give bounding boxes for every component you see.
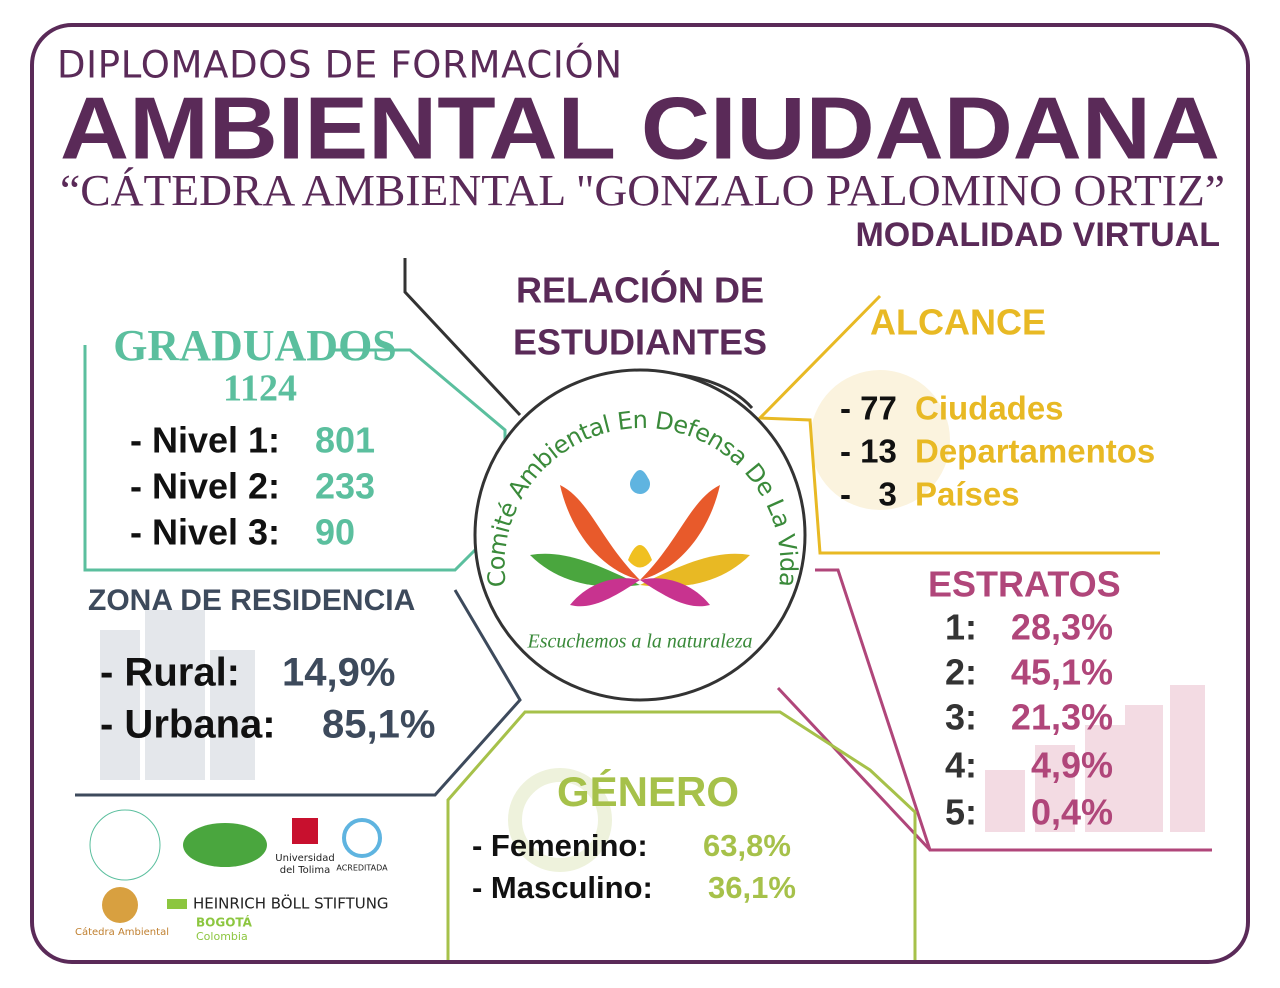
genero-value: 36,1% xyxy=(708,870,796,905)
alcance-label: - 77 xyxy=(840,390,897,427)
alcance-value: Países xyxy=(915,476,1020,513)
estratos-border xyxy=(815,568,1212,852)
genero-label: - Masculino: xyxy=(472,870,653,905)
center-title: RELACIÓN DE xyxy=(516,269,764,311)
center-circle xyxy=(473,368,807,702)
estratos-title: ESTRATOS xyxy=(928,564,1121,605)
graduados-label: - Nivel 2: xyxy=(130,466,280,507)
lotus xyxy=(530,470,750,607)
estratos-label: 5: xyxy=(945,792,977,833)
estratos-label: 3: xyxy=(945,697,977,738)
logo-motto: Escuchemos a la naturaleza xyxy=(527,631,753,653)
subtitle: “CÁTEDRA AMBIENTAL "GONZALO PALOMINO ORT… xyxy=(60,166,1225,215)
graduados-value: 801 xyxy=(315,420,375,461)
genero-label: - Femenino: xyxy=(472,828,648,863)
genero-border xyxy=(446,710,917,960)
estratos-label: 1: xyxy=(945,607,977,648)
estratos-value: 0,4% xyxy=(1031,792,1113,833)
logos xyxy=(89,809,382,923)
logo-text: ACREDITADA xyxy=(336,864,388,873)
zona-title: ZONA DE RESIDENCIA xyxy=(88,584,415,617)
graduados-value: 90 xyxy=(315,512,355,553)
estratos-bars xyxy=(985,685,1205,832)
frame xyxy=(30,23,1250,964)
graduados-total: 1124 xyxy=(223,368,297,410)
title: AMBIENTAL CIUDADANA xyxy=(60,78,1220,177)
estratos-value: 21,3% xyxy=(1011,697,1113,738)
zona-border xyxy=(75,589,522,797)
globe xyxy=(810,370,950,510)
genero-title: GÉNERO xyxy=(557,768,739,815)
items: - Nivel 1: 801 - Nivel 2: 233 - Nivel 3: 90 - … xyxy=(100,390,1155,905)
logo-text: Colombia xyxy=(196,930,248,943)
estratos-value: 28,3% xyxy=(1011,607,1113,648)
logo-text: del Tolima xyxy=(280,865,330,876)
estratos-border xyxy=(776,686,932,852)
logo-text: Cátedra Ambiental xyxy=(75,926,169,938)
mode: MODALIDAD VIRTUAL xyxy=(855,216,1220,254)
zona-value: 85,1% xyxy=(322,703,435,747)
zona-label: - Urbana: xyxy=(100,703,276,747)
logo-text: Universidad xyxy=(275,853,334,864)
divider xyxy=(403,258,522,417)
gender-icon xyxy=(508,768,612,872)
buildings xyxy=(100,610,255,780)
kicker: DIPLOMADOS DE FORMACIÓN xyxy=(57,43,622,87)
alcance-label: - 13 xyxy=(840,433,897,470)
estratos-value: 45,1% xyxy=(1011,652,1113,693)
graduados-value: 233 xyxy=(315,466,375,507)
logo-text: BOGOTÁ xyxy=(196,915,253,930)
alcance-title: ALCANCE xyxy=(870,302,1046,343)
center-title: ESTUDIANTES xyxy=(513,322,767,363)
genero-value: 63,8% xyxy=(703,828,791,863)
alcance-value: Departamentos xyxy=(915,433,1155,470)
estratos-value: 4,9% xyxy=(1031,745,1113,786)
estratos-label: 2: xyxy=(945,652,977,693)
graduados-title: GRADUADOS xyxy=(113,321,397,370)
estratos-label: 4: xyxy=(945,745,977,786)
zona-label: - Rural: xyxy=(100,651,240,695)
zona-value: 14,9% xyxy=(282,651,395,695)
graduados-label: - Nivel 3: xyxy=(130,512,280,553)
graduados-label: - Nivel 1: xyxy=(130,420,280,461)
alcance-border xyxy=(756,294,1160,555)
alcance-label: - 3 xyxy=(840,476,897,513)
alcance-value: Ciudades xyxy=(915,390,1064,427)
logo-text: HEINRICH BÖLL STIFTUNG xyxy=(193,894,389,913)
